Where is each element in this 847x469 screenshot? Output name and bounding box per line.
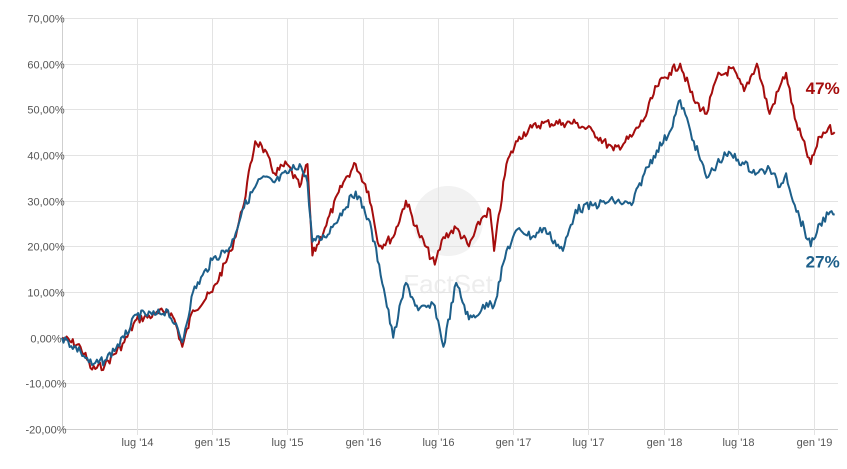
x-axis: lug '14 gen '15 lug '15 gen '16 lug '16 gen '… <box>121 437 832 449</box>
y-tick-label: 30,00% <box>27 197 65 209</box>
watermark-logo-icon <box>413 186 483 256</box>
x-tick-label: lug '18 <box>722 437 754 449</box>
y-axis: -20,00% -10,00% 0,00% 10,00% 20,00% 30,00% 40,… <box>26 14 67 437</box>
y-tick-label: -10,00% <box>26 379 67 391</box>
x-tick-label: gen '17 <box>496 437 532 449</box>
x-tick-label: lug '17 <box>572 437 604 449</box>
y-tick-label: 70,00% <box>27 14 65 26</box>
watermark: FactSet <box>403 186 494 299</box>
end-label-1: 47% <box>806 79 840 98</box>
y-tick-label: -20,00% <box>26 425 67 437</box>
series-lines <box>61 62 836 372</box>
x-tick-label: gen '18 <box>647 437 683 449</box>
y-tick-label: 40,00% <box>27 151 65 163</box>
y-tick-label: 50,00% <box>27 105 65 117</box>
x-tick-label: lug '16 <box>422 437 454 449</box>
y-tick-label: 10,00% <box>27 288 65 300</box>
end-label-2: 27% <box>806 252 840 271</box>
end-labels: 47% 27% <box>806 79 840 271</box>
y-tick-label: 60,00% <box>27 60 65 72</box>
y-tick-label: 20,00% <box>27 242 65 254</box>
series-line-2 <box>61 99 835 367</box>
series-line-1 <box>61 62 836 372</box>
gridlines <box>62 18 838 435</box>
watermark-text: FactSet <box>403 269 493 299</box>
x-tick-label: lug '14 <box>121 437 153 449</box>
x-tick-label: gen '15 <box>195 437 231 449</box>
y-tick-label: 0,00% <box>30 334 61 346</box>
x-tick-label: gen '16 <box>346 437 382 449</box>
x-tick-label: gen '19 <box>797 437 833 449</box>
x-tick-label: lug '15 <box>271 437 303 449</box>
